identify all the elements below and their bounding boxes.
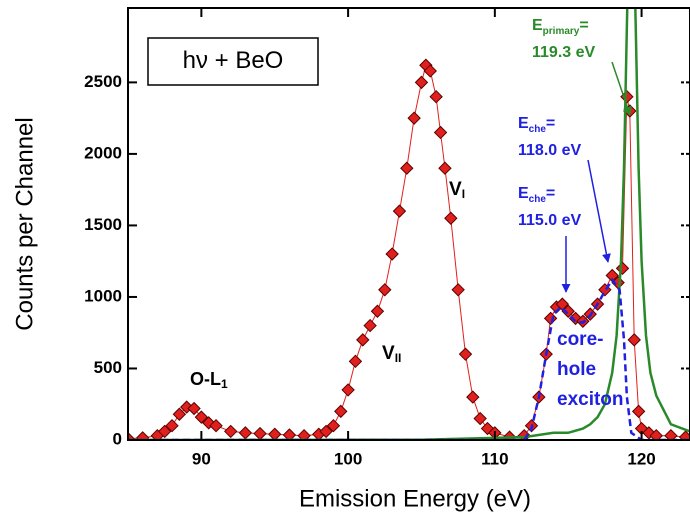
data-point [253,426,267,440]
data-point [451,283,465,297]
annotation: core- [557,329,603,350]
annotation-subscript: che [529,124,547,135]
series-line [128,8,690,440]
annotation: Eprimary= [532,17,589,36]
annotation-subscript: I [462,187,465,201]
data-point [649,429,663,440]
y-tick-label: 1000 [84,286,122,305]
data-point [615,261,630,276]
data-point [400,161,414,175]
annotation: VII [382,343,401,365]
data-point [297,429,311,440]
data-point [627,333,641,347]
y-axis-label: Counts per Channel [11,117,38,330]
arrow [611,61,632,116]
data-point [407,111,421,125]
data-point [370,304,385,318]
annotation-text: E [532,17,543,34]
data-point [194,410,209,424]
x-tick-label: 90 [192,449,211,468]
data-point [423,64,437,78]
data-point [224,424,238,439]
data-point [414,75,429,90]
data-point [282,428,297,440]
annotation-text: = [546,185,555,202]
arrow [587,159,611,263]
annotation-text: O-L [190,369,221,389]
connector [128,64,686,440]
data-point [543,311,558,326]
data-point [598,283,612,297]
annotation-text: = [546,115,555,132]
data-point [334,404,348,419]
annotation: Eche= [518,115,555,134]
annotation-subscript: primary [543,26,580,37]
data-point [179,400,194,414]
annotation: 119.3 eV [532,44,596,61]
data-point [429,89,443,104]
data-point [341,383,355,397]
data-point [157,424,172,439]
data-point [165,418,179,433]
y-tick-label: 0 [113,429,122,448]
data-point [458,347,473,361]
annotation: exciton [557,389,624,410]
data-point [326,418,341,433]
annotation: hν + BeO [183,47,284,74]
data-point [664,429,678,440]
y-tick-label: 1500 [84,215,122,234]
annotation: VI [449,179,465,201]
data-point [348,354,363,369]
annotation-text: E [518,115,529,132]
data-point [631,404,646,419]
data-point [433,125,448,140]
data-point [356,333,370,347]
annotation-text: = [579,17,588,34]
x-tick-label: 120 [627,449,655,468]
data-point [438,161,452,175]
y-tick-label: 2500 [84,72,122,91]
axes-frame [127,7,690,441]
data-point [473,411,487,426]
data-point [128,431,135,440]
annotation: hole [557,359,596,380]
data-point [678,430,690,440]
data-point [319,424,333,439]
y-tick-label: 500 [94,358,122,377]
data-point [385,247,399,261]
x-tick-label: 100 [334,449,362,468]
annotation-text: V [382,343,395,364]
data-point [444,211,458,225]
data-point [268,427,282,440]
data-point [172,407,187,421]
annotation: O-L1 [190,369,228,391]
annotation-text: E [518,185,529,202]
data-point [363,318,377,333]
annotation-text: V [449,179,462,200]
data-point [392,204,407,218]
annotation-text: hν + BeO [183,47,284,74]
series-line [128,277,690,440]
annotation: Eche= [518,185,555,204]
annotation-subscript: che [529,194,547,205]
label-box [147,37,319,86]
data-point [135,431,150,440]
data-point [209,418,223,433]
annotation-subscript: 1 [221,377,228,391]
annotation: 115.0 eV [518,212,582,229]
data-point [187,401,201,416]
data-point [378,283,392,297]
x-axis-label: Emission Energy (eV) [299,485,531,512]
x-tick-label: 110 [481,449,508,468]
annotation-subscript: II [395,351,402,365]
data-point [466,390,480,404]
annotation: 118.0 eV [518,142,582,159]
data-point [238,426,253,440]
y-tick-label: 2000 [84,143,122,162]
